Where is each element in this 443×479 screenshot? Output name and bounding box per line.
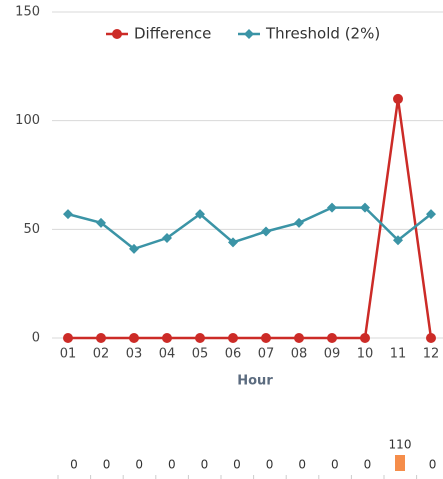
y-tick-label: 150 <box>15 5 40 20</box>
point <box>393 93 403 104</box>
legend-marker <box>244 29 254 39</box>
mini-bar-label: 0 <box>233 458 241 472</box>
point <box>96 333 106 343</box>
point <box>228 237 238 248</box>
x-tick-label: 12 <box>423 347 440 362</box>
y-tick-label: 100 <box>15 113 40 128</box>
series-line <box>68 98 433 340</box>
y-tick-label: 50 <box>23 222 40 237</box>
mini-bar-label: 0 <box>70 458 78 472</box>
point <box>360 333 370 343</box>
mini-bar-label: 0 <box>364 458 372 472</box>
x-tick-label: 01 <box>60 347 77 362</box>
x-tick-label: 03 <box>126 347 143 362</box>
point <box>96 217 106 228</box>
point <box>228 333 238 343</box>
point <box>261 226 271 237</box>
legend-label: Threshold (2%) <box>265 25 380 43</box>
mini-bar-label: 110 <box>389 438 412 452</box>
x-tick-label: 06 <box>225 347 242 362</box>
point <box>63 209 73 220</box>
legend-label: Difference <box>134 25 211 43</box>
mini-bar-label: 0 <box>429 458 437 472</box>
point <box>294 333 304 343</box>
mini-bar-label: 0 <box>135 458 143 472</box>
x-tick-label: 02 <box>93 347 110 362</box>
mini-bar <box>395 455 405 471</box>
x-tick-label: 08 <box>291 347 308 362</box>
point <box>327 333 337 343</box>
point <box>129 333 139 343</box>
x-tick-label: 07 <box>258 347 275 362</box>
mini-bar-label: 0 <box>168 458 176 472</box>
point <box>426 209 436 220</box>
mini-bar-label: 0 <box>103 458 111 472</box>
y-tick-label: 0 <box>32 331 40 346</box>
mini-bar-label: 0 <box>266 458 274 472</box>
point <box>129 243 139 254</box>
mini-bar-label: 0 <box>331 458 339 472</box>
x-tick-label: 05 <box>192 347 209 362</box>
point <box>261 333 271 343</box>
point <box>162 233 172 244</box>
mini-bar-label: 0 <box>298 458 306 472</box>
point <box>294 217 304 228</box>
x-tick-label: 09 <box>324 347 341 362</box>
x-tick-label: 04 <box>159 347 176 362</box>
point <box>426 333 436 343</box>
mini-bar-label: 0 <box>201 458 209 472</box>
point <box>360 202 370 213</box>
x-axis-label: Hour <box>237 374 273 389</box>
point <box>63 333 73 343</box>
series-line <box>67 206 432 251</box>
point <box>195 333 205 343</box>
point <box>393 235 403 246</box>
legend-marker <box>112 29 122 39</box>
x-tick-label: 10 <box>357 347 374 362</box>
point <box>162 333 172 343</box>
point <box>195 209 205 220</box>
x-tick-label: 11 <box>390 347 407 362</box>
point <box>327 202 337 213</box>
